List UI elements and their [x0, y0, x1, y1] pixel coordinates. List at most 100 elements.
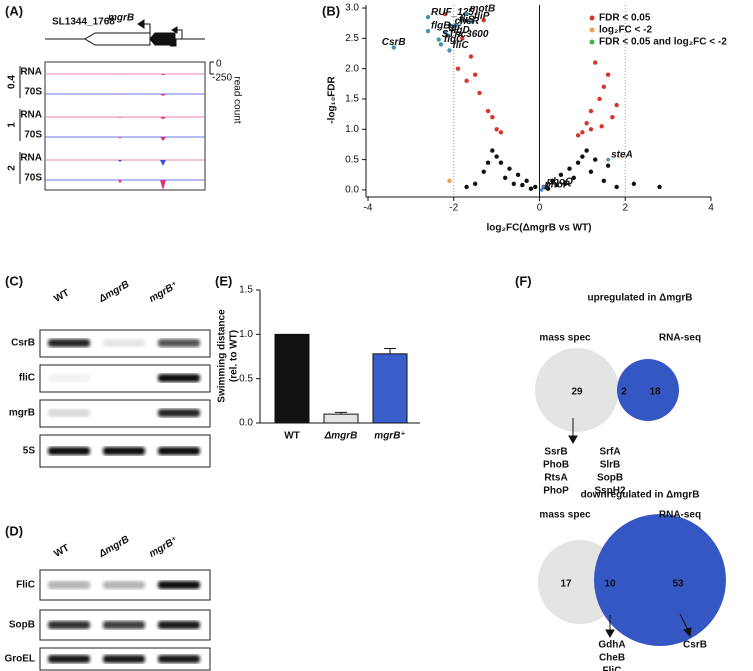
point — [460, 36, 465, 41]
gene-name: GdhA — [598, 640, 625, 651]
blot-d — [39, 569, 211, 671]
point — [584, 121, 589, 126]
x-tick-label: 0 — [537, 203, 543, 214]
band — [48, 339, 90, 347]
gene-name: PhoB — [543, 460, 569, 471]
venn-rna-seq — [594, 514, 726, 646]
y-tick-label: 2.0 — [345, 63, 359, 74]
band — [48, 621, 90, 629]
point — [593, 60, 598, 65]
y-tick-label: 1.5 — [345, 94, 359, 105]
point — [588, 127, 594, 132]
x-tick-label: -2 — [449, 203, 458, 214]
track-signal — [118, 117, 166, 120]
venn-rna-seq — [617, 359, 679, 421]
venn-count: 10 — [604, 579, 616, 590]
track-signal — [118, 94, 166, 96]
point — [545, 186, 551, 191]
venn-title: upregulated in ΔmgrB — [588, 293, 693, 304]
annotated-point — [539, 188, 544, 192]
annotated-point — [443, 30, 447, 35]
panel-label: (F) — [515, 273, 532, 288]
y-tick-label: 0.0 — [239, 418, 253, 429]
point — [614, 102, 619, 108]
track-time: 2 — [7, 165, 18, 171]
point — [597, 96, 602, 102]
point — [550, 178, 555, 184]
panel-label: (C) — [5, 273, 23, 288]
band — [103, 581, 145, 589]
point — [464, 184, 469, 190]
point — [575, 133, 581, 138]
point — [468, 54, 474, 59]
annotation: flgB — [431, 21, 450, 32]
annotation: phoQ — [546, 177, 573, 188]
x-tick-label: mgrB⁺ — [374, 431, 405, 442]
venn-set: RNA-seq — [659, 510, 701, 521]
annotation: fliP — [474, 11, 490, 22]
point — [481, 17, 486, 23]
venn-mass-spec — [535, 348, 619, 432]
point — [494, 154, 499, 159]
scale-bar — [209, 61, 214, 75]
venn-count: 2 — [621, 387, 627, 398]
point — [631, 181, 637, 187]
annotated-point — [469, 19, 473, 24]
point — [472, 72, 478, 77]
point — [614, 184, 619, 190]
venn-count: 29 — [571, 387, 583, 398]
point — [605, 163, 611, 168]
annotation: cheR — [455, 16, 480, 27]
point — [524, 178, 529, 184]
gene-name: SopB — [597, 473, 623, 484]
band — [103, 447, 145, 455]
volcano-axes — [365, 5, 711, 198]
annotated-point — [606, 157, 610, 162]
annotated-point — [426, 29, 430, 33]
point — [567, 166, 572, 171]
point — [507, 166, 512, 171]
y-tick-label: 0.5 — [345, 154, 359, 165]
point — [503, 175, 508, 181]
venn-title: downregulated in ΔmgrB — [581, 490, 700, 501]
bar — [323, 413, 359, 424]
legend-swatch — [589, 39, 595, 45]
lane-label: WT — [52, 543, 71, 560]
track-box — [44, 61, 206, 191]
venn-set: mass spec — [539, 510, 591, 521]
row-label: mgrB — [9, 408, 35, 419]
lane-label: WT — [52, 288, 71, 305]
point — [558, 172, 564, 177]
panel-label: (B) — [322, 3, 340, 18]
scale-label: 0 — [216, 59, 222, 70]
row-label: GroEL — [4, 654, 35, 665]
point — [477, 90, 482, 96]
axis-label: read count — [231, 76, 242, 123]
venn-set: mass spec — [539, 333, 591, 344]
annotation: motB — [470, 4, 496, 15]
annotation: flgC — [444, 34, 464, 45]
gene-name: SspH2 — [594, 486, 626, 497]
annotation: fliS — [459, 15, 475, 26]
point — [511, 181, 516, 187]
gene-diagram — [45, 19, 205, 47]
y-tick-label: 1.0 — [345, 124, 359, 135]
point — [442, 11, 448, 17]
annotated-point — [391, 45, 396, 50]
panel-label: (D) — [5, 523, 23, 538]
x-tick-label: 4 — [708, 203, 714, 214]
band — [48, 409, 90, 417]
band — [158, 581, 200, 589]
venn-count: 18 — [649, 387, 661, 398]
track-signal — [118, 74, 166, 76]
y-tick-label: 0.5 — [239, 373, 253, 384]
point — [485, 160, 491, 165]
annotated-point — [447, 48, 452, 53]
row-label: fliC — [19, 373, 35, 384]
band — [48, 374, 90, 382]
point — [485, 108, 491, 114]
venn-set: RNA-seq — [659, 333, 701, 344]
annotation: steA — [611, 149, 633, 160]
annotation: tar — [448, 22, 462, 33]
gene-name: RtsA — [544, 473, 567, 484]
